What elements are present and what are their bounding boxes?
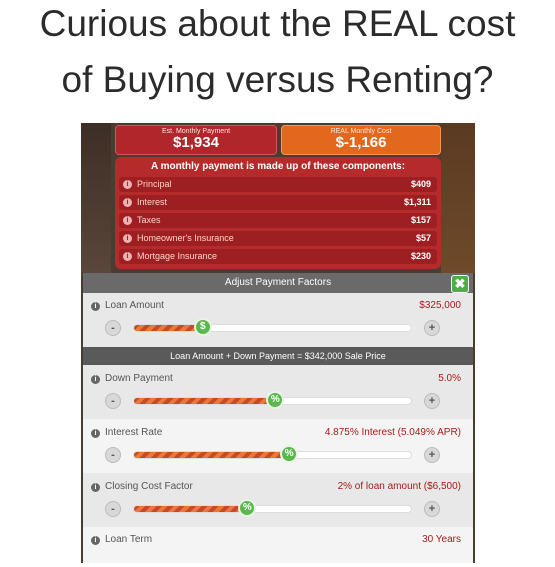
info-icon[interactable]: i	[91, 302, 100, 311]
component-row-taxes[interactable]: i Taxes $157	[119, 213, 437, 228]
factor-value: 30 Years	[422, 534, 461, 545]
plus-icon[interactable]: +	[424, 320, 440, 336]
down-payment-slider[interactable]: - % +	[105, 391, 440, 409]
info-icon[interactable]: i	[123, 234, 132, 243]
sale-price-info-bar: Loan Amount + Down Payment = $342,000 Sa…	[83, 347, 473, 365]
minus-icon[interactable]: -	[105, 501, 121, 517]
slider-fill	[134, 398, 276, 404]
interest-rate-slider[interactable]: - % +	[105, 445, 440, 463]
factor-label: Closing Cost Factor	[105, 481, 193, 492]
headline-line-1: Curious about the REAL cost	[39, 3, 516, 44]
plus-icon[interactable]: +	[424, 447, 440, 463]
factor-value: $325,000	[419, 300, 461, 311]
component-label: Principal	[137, 179, 172, 189]
real-monthly-cost-box[interactable]: REAL Monthly Cost $-1,166	[281, 125, 441, 155]
minus-icon[interactable]: -	[105, 320, 121, 336]
minus-icon[interactable]: -	[105, 447, 121, 463]
component-amount: $1,311	[403, 197, 431, 207]
component-amount: $409	[410, 179, 431, 189]
est-monthly-payment-value: $1,934	[173, 134, 219, 151]
factor-down-payment: i Down Payment 5.0% - % +	[83, 365, 473, 419]
info-icon[interactable]: i	[91, 536, 100, 545]
real-monthly-cost-label: REAL Monthly Cost	[330, 128, 392, 135]
slider-fill	[134, 506, 248, 512]
component-row-interest[interactable]: i Interest $1,311	[119, 195, 437, 210]
background-right	[441, 123, 475, 273]
slider-knob[interactable]: %	[280, 445, 299, 463]
component-row-homeowners-insurance[interactable]: i Homeowner's Insurance $57	[119, 231, 437, 246]
info-icon[interactable]: i	[91, 483, 100, 492]
est-monthly-payment-box[interactable]: Est. Monthly Payment $1,934	[115, 125, 277, 155]
info-icon[interactable]: i	[123, 198, 132, 207]
component-amount: $57	[415, 233, 431, 243]
factor-interest-rate: i Interest Rate 4.875% Interest (5.049% …	[83, 419, 473, 473]
component-label: Taxes	[137, 215, 161, 225]
adjust-header: Adjust Payment Factors ✖	[83, 273, 473, 293]
slider-track[interactable]	[133, 451, 412, 459]
components-title: A monthly payment is made up of these co…	[150, 161, 406, 172]
component-label: Homeowner's Insurance	[137, 233, 234, 243]
minus-icon[interactable]: -	[105, 393, 121, 409]
slider-knob[interactable]: $	[193, 318, 212, 336]
closing-cost-slider[interactable]: - % +	[105, 499, 440, 517]
slider-track[interactable]	[133, 324, 412, 332]
est-monthly-payment-label: Est. Monthly Payment	[161, 128, 231, 135]
plus-icon[interactable]: +	[424, 393, 440, 409]
slider-knob[interactable]: %	[266, 391, 285, 409]
component-amount: $157	[410, 215, 431, 225]
factor-loan-amount: i Loan Amount $325,000 - $ +	[83, 293, 473, 345]
factor-value: 2% of loan amount ($6,500)	[337, 481, 461, 492]
info-icon[interactable]: i	[91, 429, 100, 438]
factor-label: Interest Rate	[105, 427, 163, 438]
plus-icon[interactable]: +	[424, 501, 440, 517]
factor-loan-term: i Loan Term 30 Years	[83, 527, 473, 563]
mortgage-calculator-widget: Est. Monthly Payment $1,934 REAL Monthly…	[81, 123, 475, 563]
background-left	[81, 123, 111, 273]
factor-label: Down Payment	[105, 373, 173, 384]
slider-fill	[134, 452, 290, 458]
slider-track[interactable]	[133, 505, 412, 513]
adjust-title: Adjust Payment Factors	[224, 277, 332, 288]
loan-amount-slider[interactable]: - $ +	[105, 318, 440, 336]
close-icon[interactable]: ✖	[451, 275, 469, 293]
component-row-mortgage-insurance[interactable]: i Mortgage Insurance $230	[119, 249, 437, 264]
info-icon[interactable]: i	[123, 216, 132, 225]
factor-closing-cost: i Closing Cost Factor 2% of loan amount …	[83, 473, 473, 527]
component-label: Mortgage Insurance	[137, 251, 218, 261]
adjust-payment-factors-panel: Adjust Payment Factors ✖ i Loan Amount $…	[83, 273, 473, 563]
payment-components-panel: A monthly payment is made up of these co…	[115, 157, 441, 269]
component-label: Interest	[137, 197, 168, 207]
slider-knob[interactable]: %	[238, 499, 257, 517]
factor-label: Loan Amount	[105, 300, 164, 311]
info-icon[interactable]: i	[123, 252, 132, 261]
factor-label: Loan Term	[105, 534, 153, 545]
headline-line-2: of Buying versus Renting?	[61, 59, 494, 100]
component-row-principal[interactable]: i Principal $409	[119, 177, 437, 192]
info-icon[interactable]: i	[91, 375, 100, 384]
real-monthly-cost-value: $-1,166	[335, 134, 387, 151]
factor-value: 4.875% Interest (5.049% APR)	[324, 427, 461, 438]
slider-fill	[134, 325, 204, 331]
factor-value: 5.0%	[438, 373, 461, 384]
info-icon[interactable]: i	[123, 180, 132, 189]
component-amount: $230	[410, 251, 431, 261]
